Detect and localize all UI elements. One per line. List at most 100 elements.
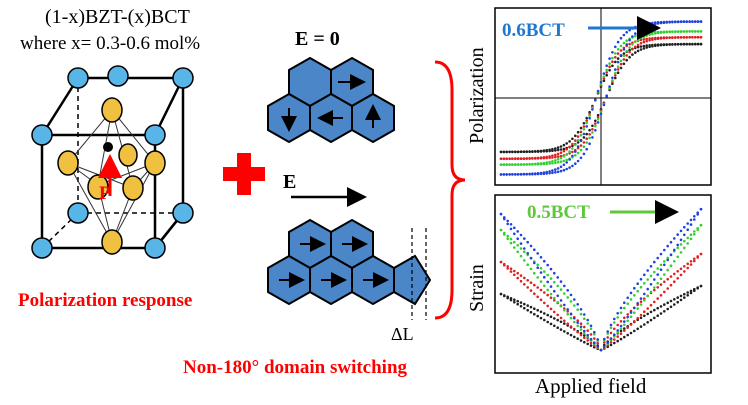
polarization-data-point (594, 119, 597, 123)
strain-data-point (636, 327, 639, 331)
strain-data-point (616, 331, 619, 334)
strain-data-point (653, 288, 656, 292)
strain-data-point (633, 320, 636, 323)
polarization-data-point (551, 156, 554, 159)
polarization-data-point (608, 65, 611, 68)
polarization-data-point (554, 159, 557, 162)
polarization-data-point (605, 68, 608, 72)
polarization-data-point (636, 29, 640, 33)
strain-data-point (553, 324, 556, 328)
delta-l-markers (411, 228, 427, 320)
polarization-data-point (508, 173, 511, 176)
strain-data-point (663, 280, 666, 284)
strain-data-point (616, 329, 619, 332)
polarization-data-point (502, 150, 506, 154)
polarization-data-point (591, 124, 594, 128)
polarization-data-point (628, 55, 631, 59)
strain-data-point (533, 292, 536, 296)
strain-data-point (559, 316, 563, 320)
polarization-data-point (525, 157, 528, 160)
polarization-data-point (642, 35, 646, 38)
polarization-data-point (582, 125, 586, 128)
strain-data-point (559, 328, 563, 331)
strain-data-point (526, 252, 529, 255)
oxygen-atom (101, 229, 123, 255)
polarization-data-point (576, 159, 580, 163)
strain-data-point (616, 312, 619, 315)
polarization-data-point (499, 157, 503, 161)
strain-data-point (666, 268, 669, 272)
strain-data-point (613, 321, 616, 324)
oxygen-atom (118, 143, 138, 167)
strain-data-point (526, 263, 529, 267)
polarization-data-point (645, 46, 648, 49)
strain-data-point (656, 256, 659, 260)
polarization-data-point (568, 158, 571, 161)
a-site-atom (31, 124, 53, 146)
strain-data-point (663, 263, 666, 267)
strain-data-point (556, 313, 559, 317)
strain-data-point (673, 248, 676, 252)
strain-data-point (609, 341, 613, 344)
polarization-data-point (516, 173, 520, 176)
strain-data-point (563, 330, 566, 333)
polarization-data-point (628, 42, 631, 46)
strain-data-point (699, 223, 703, 227)
strain-data-point (519, 247, 523, 250)
polarization-data-point (556, 158, 560, 161)
strain-data-point (683, 239, 686, 243)
polarization-data-point (565, 161, 568, 164)
strain-data-point (529, 305, 533, 309)
strain-data-point (623, 329, 626, 332)
strain-data-point (533, 312, 536, 316)
strain-data-point (659, 252, 663, 256)
strain-data-point (529, 289, 533, 292)
polarization-data-point (639, 33, 643, 36)
strain-data-point (669, 253, 673, 257)
strain-data-point (693, 257, 696, 261)
strain-data-point (569, 300, 573, 303)
strain-data-point (586, 333, 589, 337)
polarization-data-point (662, 36, 666, 40)
polarization-data-point (582, 141, 586, 144)
strain-data-point (626, 333, 629, 337)
polarization-data-point (519, 163, 523, 166)
polarization-data-point (536, 172, 540, 176)
polarization-data-point (588, 110, 591, 114)
polarization-data-point (611, 82, 614, 86)
polarization-data-point (614, 68, 617, 71)
polarization-data-point (699, 42, 703, 46)
strain-data-point (556, 318, 559, 322)
strain-data-point (539, 316, 543, 320)
polarization-data-point (536, 150, 540, 153)
polarization-data-point (556, 155, 560, 158)
polarization-data-point (688, 20, 691, 24)
strain-data-point (619, 327, 623, 331)
a-site-atom (31, 237, 53, 259)
strain-data-point (506, 219, 510, 223)
polarization-data-point (576, 139, 580, 142)
strain-data-point (573, 304, 576, 307)
strain-data-point (636, 307, 639, 310)
strain-data-point (659, 268, 663, 272)
strain-data-point (566, 312, 569, 316)
polarization-data-point (602, 79, 606, 83)
strain-data-point (536, 286, 539, 289)
polarization-data-point (582, 132, 586, 136)
strain-data-point (596, 338, 599, 341)
polarization-data-point (531, 163, 534, 166)
b-site-atom (103, 142, 113, 152)
strain-data-point (663, 303, 666, 306)
polarization-data-point (588, 142, 591, 145)
polarization-data-point (579, 139, 583, 142)
strain-data-point (656, 281, 659, 285)
polarization-data-point (696, 20, 700, 23)
polarization-data-point (625, 58, 628, 62)
polarization-data-point (528, 163, 531, 166)
strain-data-point (503, 216, 506, 219)
polarization-data-point (599, 110, 603, 114)
polarization-data-point (602, 72, 606, 75)
strain-data-point (533, 271, 536, 275)
polarization-data-point (585, 125, 588, 128)
strain-data-point (576, 308, 579, 312)
